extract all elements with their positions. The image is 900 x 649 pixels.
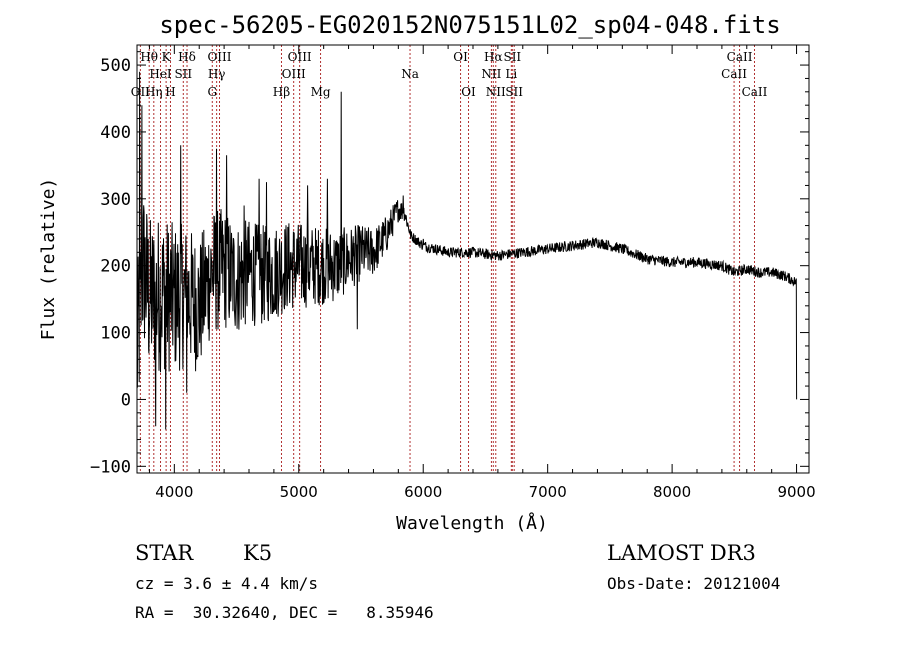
y-tick-label: 500	[100, 56, 131, 76]
x-tick-label: 8000	[653, 483, 691, 501]
x-tick-label: 7000	[529, 483, 567, 501]
line-marker-label: OIII	[282, 67, 306, 81]
line-marker-label: Hδ	[178, 50, 196, 64]
line-marker-label: Hθ	[140, 50, 158, 64]
coordinates: RA = 30.32640, DEC = 8.35946	[135, 603, 434, 622]
line-marker-label: Hα	[484, 50, 503, 64]
x-tick-label: 6000	[404, 483, 442, 501]
spectral-subclass: K5	[243, 541, 272, 565]
line-marker-label: SII	[503, 50, 521, 64]
line-marker-label: CaII	[742, 85, 768, 99]
line-marker-label: SII	[174, 67, 192, 81]
line-marker-label: Hβ	[273, 85, 290, 99]
line-marker-label: NII	[481, 67, 501, 81]
line-marker-label: OIII	[288, 50, 312, 64]
chart-title: spec-56205-EG020152N075151L02_sp04-048.f…	[159, 11, 780, 39]
line-marker-label: Na	[401, 67, 419, 81]
y-axis-ticks: −100 0 100 200 300 400 500	[90, 51, 809, 477]
y-tick-label: 0	[121, 390, 131, 410]
line-marker-label: K	[162, 50, 172, 64]
line-marker-label: OI	[453, 50, 468, 64]
line-marker-label: CaII	[727, 50, 753, 64]
y-axis-label: Flux (relative)	[38, 178, 59, 341]
line-marker-label: Mg	[311, 85, 331, 99]
observation-date: Obs-Date: 20121004	[607, 574, 780, 593]
spectrum-series	[136, 71, 798, 430]
line-marker-labels: OIIHθHηHeIKHSIIHδGHγOIIIHβOIIIOIIIMgNaOI…	[131, 50, 768, 99]
line-marker-label: SII	[505, 85, 523, 99]
line-marker-label: Hη	[145, 85, 163, 99]
spectrum-line	[136, 71, 798, 430]
x-tick-label: 9000	[777, 483, 815, 501]
x-axis-label: Wavelength (Å)	[396, 512, 548, 534]
y-tick-label: 100	[100, 324, 131, 344]
line-marker-label: HeI	[149, 67, 172, 81]
line-marker-label: OIII	[207, 50, 231, 64]
x-tick-label: 4000	[155, 483, 193, 501]
redshift-velocity: cz = 3.6 ± 4.4 km/s	[135, 574, 318, 593]
y-tick-label: −100	[90, 457, 131, 477]
y-tick-label: 200	[100, 257, 131, 277]
x-tick-label: 5000	[280, 483, 318, 501]
line-marker-label: CaII	[721, 67, 747, 81]
survey-name: LAMOST DR3	[607, 541, 756, 565]
object-type: STAR	[135, 541, 194, 565]
x-axis-ticks: 4000 5000 6000 7000 8000 9000	[148, 45, 816, 501]
line-marker-label: G	[207, 85, 217, 99]
line-marker-label: Hγ	[208, 67, 226, 81]
line-marker-label: NII	[486, 85, 506, 99]
line-marker-label: Li	[505, 67, 517, 81]
y-tick-label: 300	[100, 190, 131, 210]
line-marker-label: OI	[461, 85, 476, 99]
line-marker-label: H	[165, 85, 175, 99]
y-tick-label: 400	[100, 123, 131, 143]
